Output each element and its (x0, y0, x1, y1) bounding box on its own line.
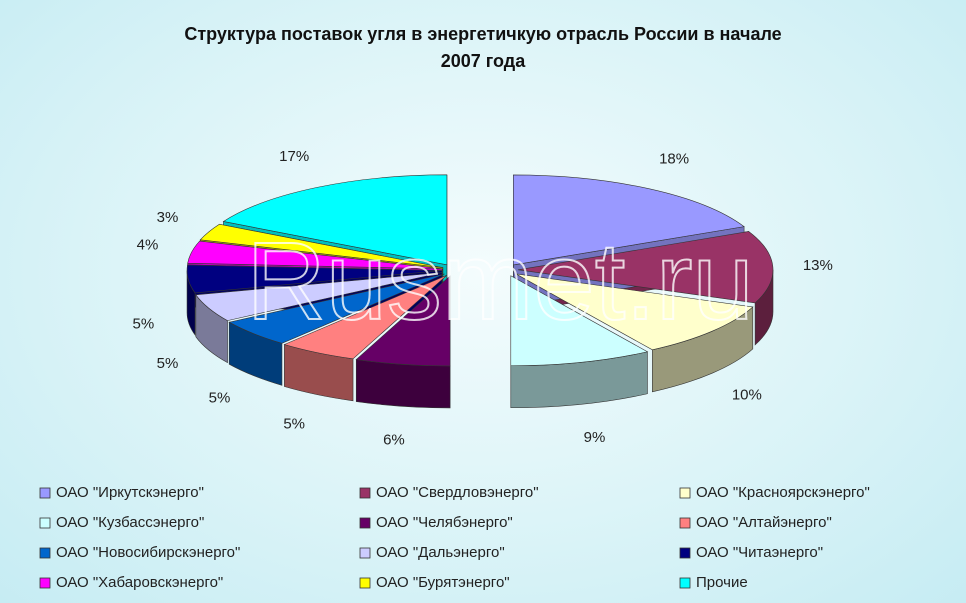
legend-label: ОАО "Красноярскэнерго" (696, 484, 870, 501)
data-label: 17% (279, 148, 309, 165)
legend-label: ОАО "Бурятэнерго" (376, 574, 510, 591)
legend-label: ОАО "Кузбассэнерго" (56, 514, 204, 531)
data-label: 6% (383, 432, 405, 449)
data-label: 10% (732, 386, 762, 403)
data-label: 5% (157, 355, 179, 372)
legend-label: ОАО "Алтайэнерго" (696, 514, 832, 531)
data-label: 5% (133, 315, 155, 332)
legend-swatch (679, 577, 691, 589)
chart-title: Структура поставок угля в энергетичкую о… (184, 24, 781, 44)
data-label: 4% (137, 236, 159, 253)
legend-swatch (679, 517, 691, 529)
slice (186, 264, 443, 294)
slice (513, 174, 745, 266)
data-label: 13% (803, 257, 833, 274)
data-label: 18% (659, 150, 689, 167)
legend-label: ОАО "Иркутскэнерго" (56, 484, 204, 501)
legend-label: ОАО "Челябэнерго" (376, 514, 513, 531)
slice (515, 273, 754, 351)
slice (510, 275, 649, 367)
data-label: 5% (209, 390, 231, 407)
slice (187, 240, 443, 270)
legend-label: ОАО "Хабаровскэнерго" (56, 574, 223, 591)
legend: ОАО "Иркутскэнерго" ОАО "Свердловэнерго" О… (39, 484, 870, 591)
legend-swatch (39, 487, 51, 499)
slice (517, 231, 774, 304)
legend-label: ОАО "Дальэнерго" (376, 544, 505, 561)
slice (199, 223, 443, 268)
legend-label: ОАО "Новосибирскэнерго" (56, 544, 240, 561)
legend-swatch (679, 487, 691, 499)
chart-title: 2007 года (441, 51, 526, 71)
legend-swatch (359, 547, 371, 559)
data-label: 9% (584, 429, 606, 446)
legend-label: Прочие (696, 574, 748, 591)
legend-swatch (359, 517, 371, 529)
slice (355, 275, 451, 367)
slice-side (355, 359, 451, 409)
legend-swatch (39, 517, 51, 529)
slice (228, 273, 445, 344)
watermark: Rusmet.ru (246, 220, 753, 343)
legend-swatch (359, 487, 371, 499)
slice (222, 174, 448, 266)
pie: 18% 13% 10% 9% 6% 5% 5% 5% 5% 4% 3% 17% (133, 148, 833, 448)
legend-swatch (39, 547, 51, 559)
legend-label: ОАО "Читаэнерго" (696, 544, 823, 561)
legend-swatch (679, 547, 691, 559)
legend-swatch (39, 577, 51, 589)
legend-label: ОАО "Свердловэнерго" (376, 484, 539, 501)
slice (195, 272, 443, 321)
slice (283, 274, 448, 360)
data-label: 5% (283, 416, 305, 433)
data-label: 3% (157, 209, 179, 226)
legend-swatch (359, 577, 371, 589)
